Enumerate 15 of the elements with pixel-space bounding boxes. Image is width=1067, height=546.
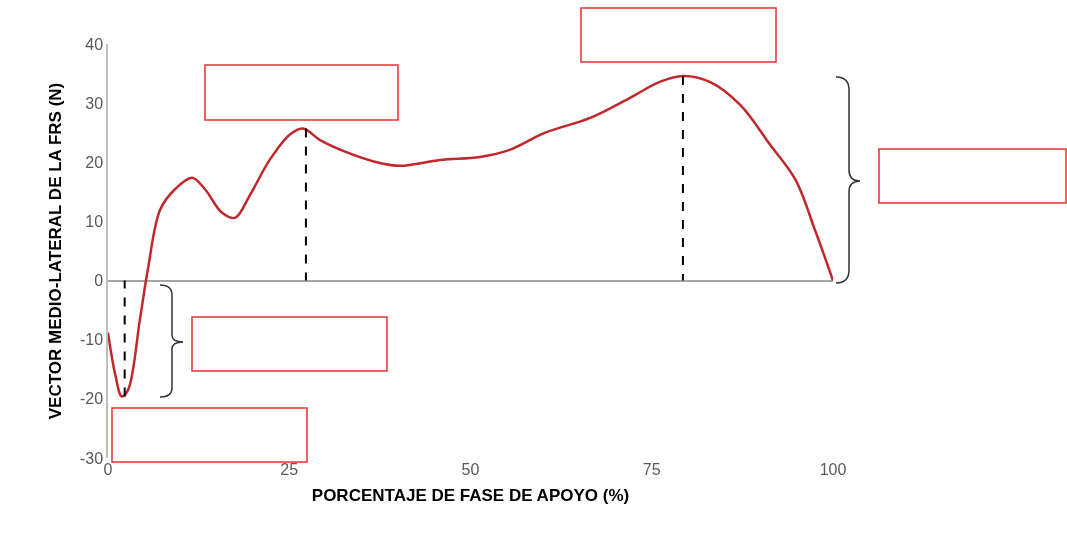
y-tick-label: -20 xyxy=(79,390,104,408)
y-tick-label: -30 xyxy=(79,449,104,467)
y-axis-title: VECTOR MEDIO-LATERAL DE LA FRS (N) xyxy=(45,82,65,420)
y-tick-label: -10 xyxy=(79,331,104,349)
x-tick-label: 100 xyxy=(819,461,847,478)
y-tick-label: 0 xyxy=(94,272,104,290)
y-tick-label: 20 xyxy=(85,153,104,171)
x-tick-label: 75 xyxy=(642,461,661,478)
y-tick-label: 10 xyxy=(85,213,104,231)
x-tick-label: 25 xyxy=(280,461,299,478)
y-tick-label: 30 xyxy=(85,94,104,112)
x-tick-label: 50 xyxy=(461,461,480,478)
line-series xyxy=(108,74,833,398)
y-tick-label: 40 xyxy=(85,35,104,53)
x-axis-title: PORCENTAJE DE FASE DE APOYO (%) xyxy=(311,486,630,506)
